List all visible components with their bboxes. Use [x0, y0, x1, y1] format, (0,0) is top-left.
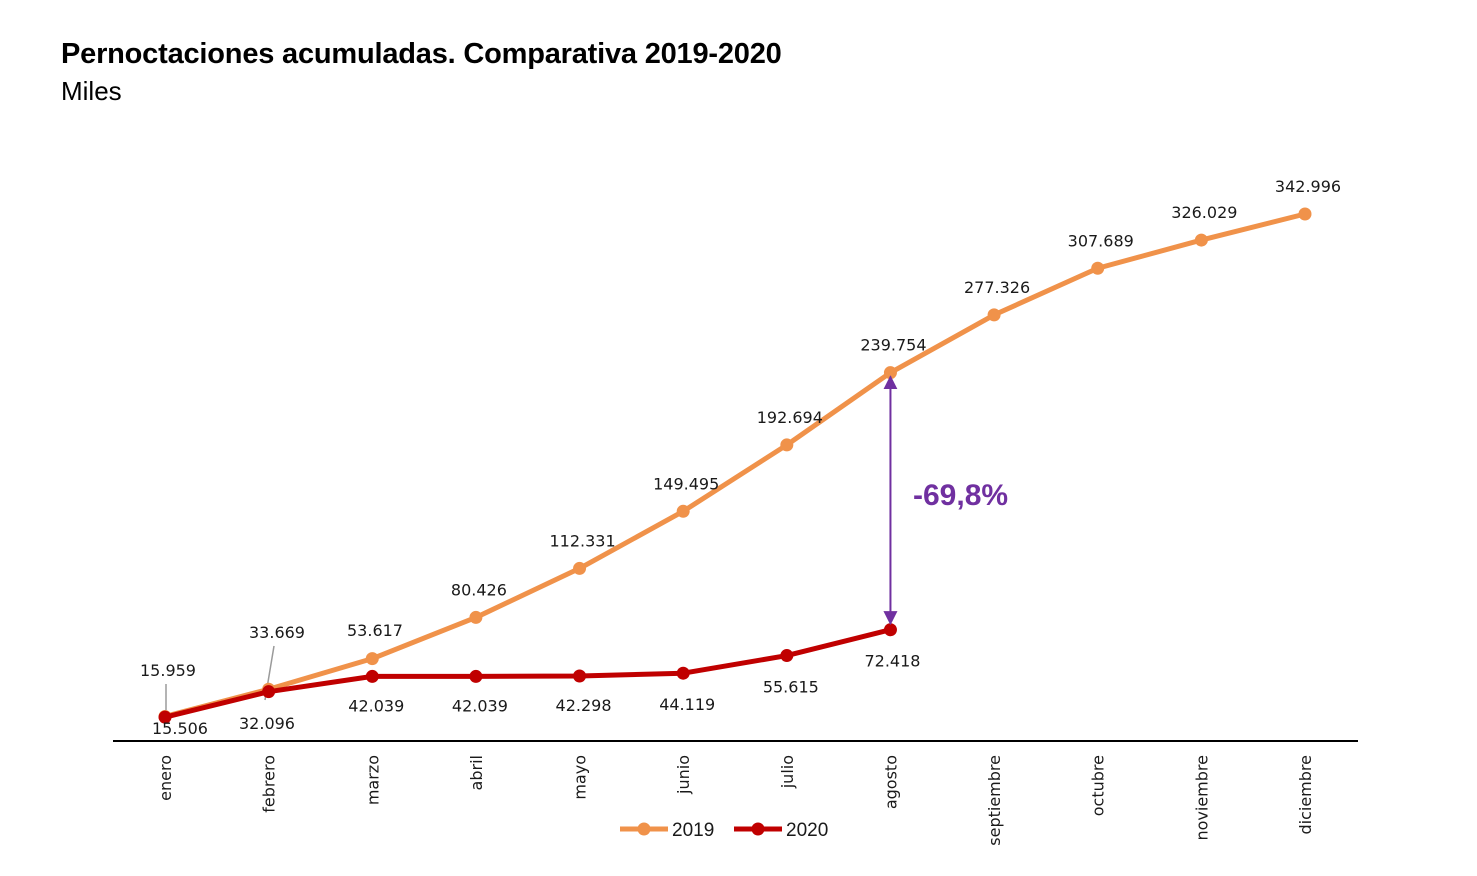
- data-label-2019-septiembre: 277.326: [964, 278, 1030, 297]
- chart-title: Pernoctaciones acumuladas. Comparativa 2…: [61, 38, 782, 70]
- x-tick-label-agosto: agosto: [881, 755, 900, 809]
- x-tick-label-julio: julio: [778, 755, 797, 789]
- data-point-2020-enero: [158, 710, 172, 724]
- data-label-2019-junio: 149.495: [653, 474, 719, 493]
- data-label-2019-marzo: 53.617: [347, 621, 403, 640]
- legend: 2019 2020: [620, 820, 828, 841]
- data-point-2020-abril: [469, 669, 483, 683]
- data-label-2019-diciembre: 342.996: [1275, 177, 1341, 196]
- data-label-2020-febrero: 32.096: [239, 714, 295, 733]
- x-tick-label-enero: enero: [156, 755, 175, 801]
- series-line-2020: [162, 627, 893, 720]
- x-tick-label-septiembre: septiembre: [985, 755, 1004, 846]
- legend-label-2019: 2019: [672, 820, 714, 841]
- data-label-2020-julio: 55.615: [763, 678, 819, 697]
- data-label-2020-abril: 42.039: [452, 696, 508, 715]
- data-point-2020-mayo: [573, 669, 587, 683]
- data-label-2020-enero: 15.506: [152, 719, 208, 738]
- data-point-2019-noviembre: [1194, 233, 1208, 247]
- legend-swatch-marker-2019: [637, 822, 651, 836]
- x-tick-label-diciembre: diciembre: [1296, 755, 1315, 835]
- series-line-2019: [162, 211, 1308, 719]
- data-point-2019-octubre: [1091, 261, 1105, 275]
- data-point-2020-marzo: [365, 669, 379, 683]
- data-point-2019-mayo: [573, 561, 587, 575]
- legend-label-2020: 2020: [786, 820, 828, 841]
- data-label-2020-junio: 44.119: [659, 695, 715, 714]
- data-point-2019-septiembre: [987, 308, 1001, 322]
- data-label-2019-abril: 80.426: [451, 580, 507, 599]
- data-label-2019-agosto: 239.754: [860, 336, 926, 355]
- series-layer: [158, 207, 1312, 724]
- data-label-2020-mayo: 42.298: [556, 696, 612, 715]
- data-label-2020-marzo: 42.039: [348, 696, 404, 715]
- data-point-2019-julio: [780, 438, 794, 452]
- data-label-2019-julio: 192.694: [757, 408, 823, 427]
- x-tick-label-octubre: octubre: [1089, 755, 1108, 816]
- legend-item-2020: 2020: [734, 820, 828, 841]
- legend-item-2019: 2019: [620, 820, 714, 841]
- data-label-2019-febrero: 33.669: [249, 623, 305, 642]
- data-point-2019-marzo: [365, 652, 379, 666]
- data-label-2020-agosto: 72.418: [864, 652, 920, 671]
- x-tick-label-mayo: mayo: [571, 755, 590, 800]
- data-point-2019-junio: [676, 504, 690, 518]
- data-point-2020-julio: [780, 649, 794, 663]
- difference-annotation-label: -69,8%: [913, 479, 1008, 512]
- data-labels: 15.959 33.669 53.617 80.426 112.331 149.495 19…: [140, 177, 1341, 738]
- data-point-2020-agosto: [883, 623, 897, 637]
- x-tick-label-febrero: febrero: [260, 755, 279, 813]
- data-label-2019-mayo: 112.331: [549, 531, 615, 550]
- x-axis-tick-labels: enero febrero marzo abril mayo junio julio agos…: [156, 755, 1315, 846]
- annotation: -69,8%: [883, 375, 1008, 626]
- data-label-2019-enero: 15.959: [140, 661, 196, 680]
- data-point-2020-febrero: [262, 685, 276, 699]
- chart-subtitle: Miles: [61, 76, 122, 106]
- data-point-2019-diciembre: [1298, 207, 1312, 221]
- x-tick-label-marzo: marzo: [363, 755, 382, 805]
- data-label-2019-noviembre: 326.029: [1171, 203, 1237, 222]
- data-point-2019-abril: [469, 610, 483, 624]
- x-tick-label-junio: junio: [674, 755, 693, 795]
- data-point-2020-junio: [676, 666, 690, 680]
- legend-swatch-marker-2020: [751, 822, 765, 836]
- x-tick-label-abril: abril: [467, 755, 486, 790]
- data-label-2019-octubre: 307.689: [1068, 231, 1134, 250]
- x-tick-label-noviembre: noviembre: [1192, 755, 1211, 841]
